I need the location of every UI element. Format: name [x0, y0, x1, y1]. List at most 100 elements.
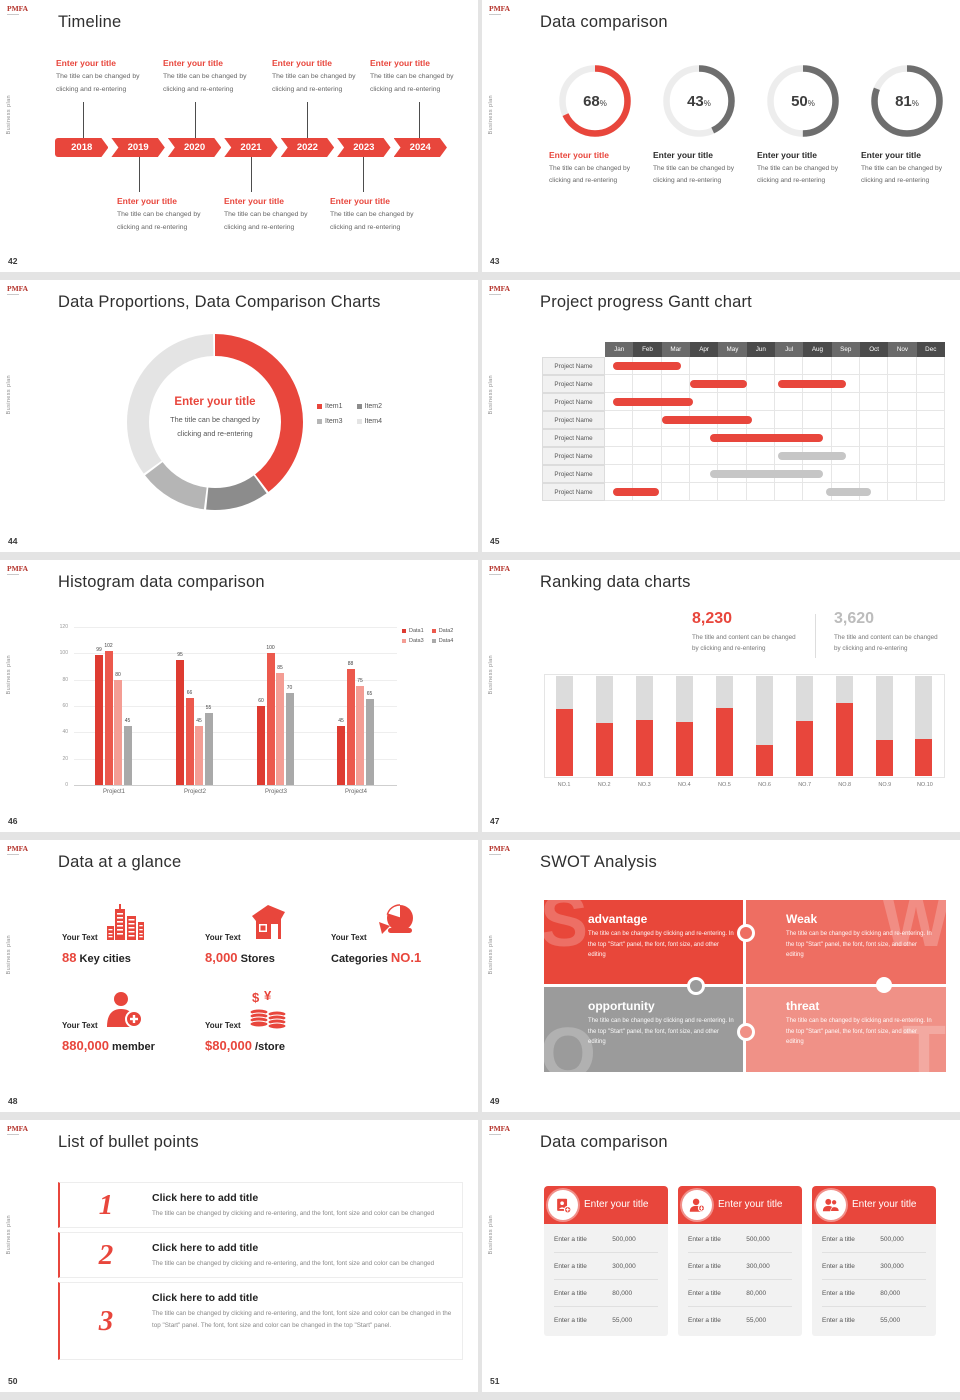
gantt-month-header: Jul — [774, 342, 804, 357]
gantt-cell — [859, 411, 889, 429]
timeline-item-body-line: The title can be changed by — [330, 211, 414, 218]
brand-logo: PMFA — [489, 4, 511, 15]
slide-histogram[interactable]: PMFA Histogram data comparison Business … — [0, 560, 478, 832]
timeline-item-body-line: clicking and re-entering — [370, 85, 441, 93]
bar-value-label: 75 — [357, 678, 363, 685]
slide-timeline[interactable]: PMFA Timeline Business plan 2018 2019 2020… — [0, 0, 478, 272]
gantt-header-spacer — [542, 342, 605, 357]
slide-gantt-chart[interactable]: PMFA Project progress Gantt chart Busine… — [482, 280, 960, 552]
stat-label: Your Text — [205, 933, 241, 942]
page-number: 48 — [8, 1096, 18, 1106]
puzzle-tab — [687, 977, 705, 995]
ring-item-body-line: clicking and re-entering — [757, 177, 826, 185]
gantt-cell — [718, 393, 747, 411]
gantt-cell — [689, 447, 719, 465]
gantt-month-header: Oct — [859, 342, 889, 357]
timeline-item-body: The title can be changed by clicking and … — [272, 71, 374, 97]
y-axis-tick-label: 0 — [65, 782, 68, 788]
stat-value-part: Stores — [237, 953, 275, 965]
timeline-item-body: The title can be changed by clicking and … — [163, 71, 265, 97]
gantt-row-label: Project Name — [542, 393, 605, 411]
brand-logo: PMFA — [489, 844, 511, 855]
ranking-stat-value: 8,230 — [692, 610, 733, 627]
legend-label: Data4 — [438, 638, 454, 644]
stat-header: Your Text — [205, 898, 331, 942]
gantt-cell — [831, 429, 860, 447]
histogram-bar — [114, 679, 122, 785]
ring-item-body: The title can be changed by clicking and … — [549, 163, 641, 187]
ring-item-title: Enter your title — [757, 150, 817, 160]
gantt-cell — [859, 375, 889, 393]
slide-bullet-list[interactable]: PMFA List of bullet points Business plan… — [0, 1120, 478, 1392]
swot-quadrant-content: Weak The title can be changed by clicking… — [786, 912, 934, 961]
stats-row: Your Text 880,000 member Your Text $ ¥ $80,00… — [62, 986, 331, 1055]
timeline-item-body: The title can be changed by clicking and … — [117, 209, 219, 235]
stat-label: Your Text — [331, 933, 367, 942]
legend-swatch — [431, 639, 436, 643]
ranking-category-label: NO.4 — [677, 782, 691, 788]
ring-item-body-line: clicking and re-entering — [653, 177, 722, 185]
ranking-category-label: NO.2 — [597, 782, 611, 788]
percent-sign: % — [911, 98, 919, 108]
card-data-row: Enter a title 300,000 — [554, 1253, 658, 1280]
gantt-cell — [605, 465, 634, 483]
bar-value-label: 70 — [286, 684, 293, 691]
gantt-cell — [718, 357, 747, 375]
timeline-bar: 2018 2019 2020 2021 2022 2023 2024 — [55, 138, 447, 157]
slide-comparison-cards[interactable]: PMFA Data comparison Business plan Enter… — [482, 1120, 960, 1392]
sidebar-vertical-label: Business plan — [488, 375, 494, 415]
legend-label: Data1 — [409, 628, 424, 634]
gantt-cell — [803, 411, 832, 429]
y-axis-tick-label: 20 — [62, 755, 68, 762]
brand-logo: PMFA — [7, 284, 29, 295]
pie-icon — [378, 904, 413, 934]
stat-block: Your Text 88 Key cities — [62, 898, 205, 967]
ranking-bar-track — [556, 676, 574, 776]
legend-item: Data2 — [431, 628, 453, 634]
timeline-item-body: The title can be changed by clicking and … — [56, 71, 158, 97]
card-header: Enter your title — [812, 1186, 936, 1224]
timeline-item-body-line: clicking and re-entering — [272, 85, 343, 93]
stat-block: Your Text 880,000 member — [62, 986, 205, 1055]
y-axis-tick-label: 80 — [62, 676, 68, 683]
ranking-bar-track — [716, 676, 733, 776]
page-title: List of bullet points — [58, 1133, 199, 1151]
ranking-category-label: NO.10 — [916, 782, 933, 788]
gantt-bar — [709, 470, 824, 478]
gantt-month-header: Feb — [633, 342, 662, 357]
percent-sign: % — [703, 98, 711, 108]
donut-center-body: The title can be changed by clicking and … — [147, 413, 283, 441]
timeline-item: Enter your title The title can be changed… — [370, 58, 472, 97]
bar-value-label: 100 — [266, 645, 275, 652]
card-data-row: Enter a title 80,000 — [822, 1280, 926, 1307]
ring-item-body-line: clicking and re-entering — [549, 177, 618, 185]
slide-donut-chart[interactable]: PMFA Data Proportions, Data Comparison C… — [0, 280, 478, 552]
stat-block: Your Text Categories NO.1 — [331, 898, 478, 967]
card-row-label: Enter a title — [822, 1289, 855, 1297]
stat-value-part: 880,000 — [62, 1038, 109, 1053]
gantt-cell — [661, 357, 690, 375]
sidebar-vertical-label: Business plan — [488, 655, 494, 695]
gantt-cell — [831, 393, 860, 411]
histogram-bar — [257, 706, 265, 785]
histogram-bar — [365, 699, 374, 785]
stat-header: Your Text — [62, 986, 205, 1030]
card-row-value: 80,000 — [880, 1289, 901, 1297]
card-row-label: Enter a title — [822, 1235, 855, 1243]
bullet-number: 3 — [98, 1304, 114, 1337]
swot-quadrant-title: opportunity — [588, 999, 655, 1013]
card-data-row: Enter a title 80,000 — [554, 1280, 658, 1307]
ranking-bar-fill — [556, 709, 574, 776]
ring-item-body: The title can be changed by clicking and … — [861, 163, 953, 187]
ring-item-body-line: The title can be changed by — [549, 165, 631, 172]
page-title: Histogram data comparison — [58, 573, 265, 591]
ranking-bar-track — [835, 676, 853, 776]
slide-data-at-a-glance[interactable]: PMFA Data at a glance Business plan Your… — [0, 840, 478, 1112]
slide-progress-rings[interactable]: PMFA Data comparison Business plan 68% En… — [482, 0, 960, 272]
ranking-category-row: NO.1 NO.2 NO.3 NO.4 NO.5 NO.6 NO.7 NO.8 NO.9 NO.1… — [544, 782, 945, 788]
gantt-month-header: Mar — [661, 342, 690, 357]
bar-value-label: 85 — [277, 665, 283, 672]
page-title: SWOT Analysis — [540, 853, 657, 871]
slide-ranking-chart[interactable]: PMFA Ranking data charts Business plan 8… — [482, 560, 960, 832]
